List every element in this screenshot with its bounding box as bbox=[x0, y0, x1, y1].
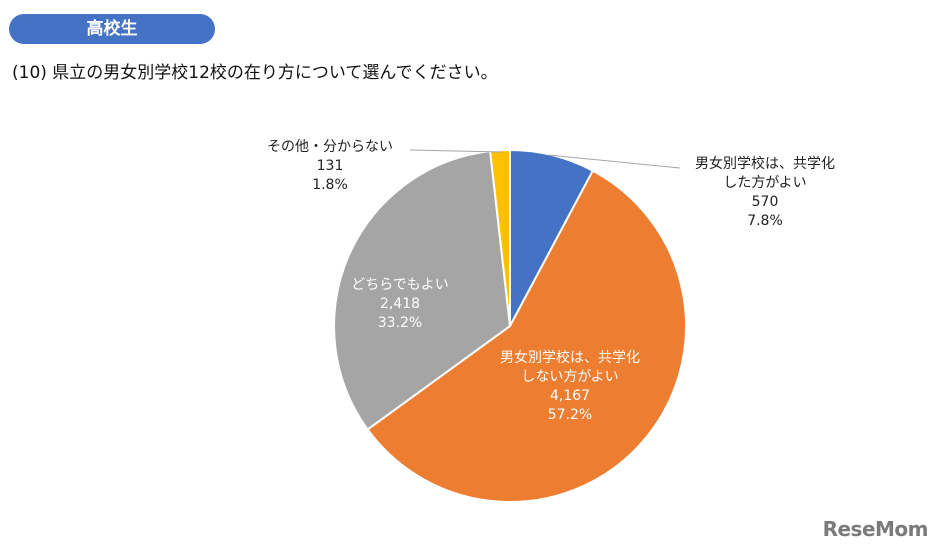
leader-line-coeducation-better bbox=[547, 154, 681, 169]
slice-label-coeducation-better: 男女別学校は、共学化 した方がよい 570 7.8% bbox=[695, 156, 835, 229]
slice-label-other: その他・分からない 131 1.8% bbox=[267, 139, 393, 193]
question-title: (10) 県立の男女別学校12校の在り方について選んでください。 bbox=[12, 63, 498, 83]
slice-either bbox=[333, 150, 512, 431]
slice-coeducation-not-needed bbox=[366, 169, 687, 503]
leader-line-other bbox=[409, 149, 503, 153]
resemom-logo: ReseMom bbox=[822, 517, 929, 541]
slice-label-coeducation-not-needed: 男女別学校は、共学化 しない方がよい 4,167 57.2% bbox=[500, 350, 640, 423]
category-badge: 高校生 bbox=[9, 14, 215, 44]
slice-label-either: どちらでもよい 2,418 33.2% bbox=[351, 277, 449, 331]
slice-other bbox=[489, 148, 511, 327]
